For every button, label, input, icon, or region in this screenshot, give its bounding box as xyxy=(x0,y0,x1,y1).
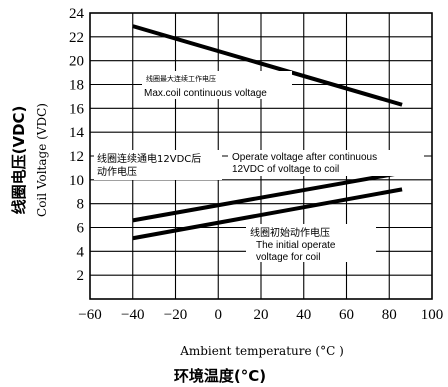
y-tick-label: 4 xyxy=(77,244,85,260)
annotation-operate-cn-bg xyxy=(94,150,222,180)
y-tick-label: 6 xyxy=(77,221,85,237)
y-tick-label: 14 xyxy=(69,125,85,141)
y-tick-label: 8 xyxy=(77,197,85,213)
annotations: 线圈最大连续工作电压 Max.coil continuous voltage 线圈连… xyxy=(94,71,424,263)
y-axis-title: Coil Voltage (VDC) xyxy=(35,103,49,217)
y-tick-label: 16 xyxy=(69,101,85,117)
x-tick-label: 60 xyxy=(339,307,354,323)
annotation-operate-cn-1: 线圈连续通电12VDC后 xyxy=(97,152,201,165)
x-tick-label: 100 xyxy=(421,307,444,323)
annotation-max-cn: 线圈最大连续工作电压 xyxy=(146,74,216,83)
x-tick-label: 40 xyxy=(296,307,311,323)
x-tick-label: 20 xyxy=(254,307,269,323)
annotation-initial-en-2: voltage for coil xyxy=(256,252,320,263)
x-tick-label: −40 xyxy=(121,307,144,323)
series-line xyxy=(132,187,403,241)
y-tick-label: 20 xyxy=(69,54,84,70)
x-tick-label: −20 xyxy=(164,307,187,323)
annotation-initial-cn: 线圈初始动作电压 xyxy=(250,226,330,239)
annotation-operate-en-bg xyxy=(228,150,424,176)
y-tick-label: 22 xyxy=(69,30,84,46)
y-tick-label: 2 xyxy=(77,268,85,284)
x-tick-label: 80 xyxy=(382,307,397,323)
annotation-max-bg xyxy=(142,71,292,99)
x-axis-title: Ambient temperature (°C ) xyxy=(179,344,344,358)
annotation-operate-cn-2: 动作电压 xyxy=(97,165,137,178)
series-lines xyxy=(132,24,403,241)
annotation-operate-en-2: 12VDC of voltage to coil xyxy=(232,164,339,175)
x-tick-label: 0 xyxy=(215,307,223,323)
y-tick-label: 10 xyxy=(69,173,84,189)
x-tick-label: −60 xyxy=(78,307,101,323)
y-tick-label: 12 xyxy=(69,149,84,165)
x-axis-title-cn: 环境温度(°C) xyxy=(174,367,266,385)
annotation-initial-en-1: The initial operate xyxy=(256,240,336,251)
plot-frame xyxy=(89,12,433,300)
y-axis-title-cn: 线圈电压(VDC) xyxy=(10,106,28,215)
y-tick-label: 18 xyxy=(69,78,84,94)
y-tick-label: 24 xyxy=(69,6,85,22)
series-line xyxy=(132,170,403,223)
annotation-initial-bg xyxy=(246,224,376,262)
series-line xyxy=(132,24,403,107)
annotation-operate-en-1: Operate voltage after continuous xyxy=(232,152,377,163)
annotation-max-en: Max.coil continuous voltage xyxy=(144,88,267,99)
